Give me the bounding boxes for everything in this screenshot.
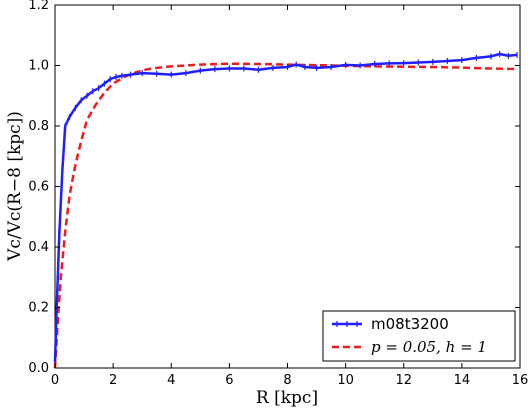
- y-axis-label: Vc/Vc(R−8 [kpc]): [5, 111, 25, 262]
- x-tick-label: 2: [109, 373, 117, 388]
- x-tick-label: 14: [454, 373, 471, 388]
- x-tick-label: 10: [337, 373, 354, 388]
- x-tick-label: 4: [167, 373, 175, 388]
- x-tick-label: 0: [51, 373, 59, 388]
- x-tick-label: 8: [283, 373, 291, 388]
- legend-box: [322, 310, 516, 362]
- y-tick-label: 1.0: [28, 59, 49, 74]
- legend: m08t3200 p = 0.05, h = 1: [322, 310, 516, 362]
- ticks-layer: 0 2 4 6 8 10 12 14 16 0.0 0.2 0.4 0.6 0.8 1.0 1.2: [28, 0, 528, 388]
- y-tick-label: 0.4: [28, 240, 49, 255]
- y-tick-label: 0.2: [28, 301, 49, 316]
- y-tick-label: 0.6: [28, 180, 49, 195]
- y-tick-label: 0.8: [28, 119, 49, 134]
- series-layer: [53, 51, 518, 369]
- x-tick-label: 12: [395, 373, 412, 388]
- x-axis-label: R [kpc]: [256, 388, 318, 408]
- series-line-model: [53, 62, 518, 369]
- legend-label-m08t3200: m08t3200: [371, 315, 449, 333]
- legend-label-model: p = 0.05, h = 1: [371, 338, 487, 356]
- x-tick-label: 6: [225, 373, 233, 388]
- y-tick-label: 1.2: [28, 0, 49, 13]
- x-tick-label: 16: [512, 373, 529, 388]
- y-tick-label: 0.0: [28, 361, 49, 376]
